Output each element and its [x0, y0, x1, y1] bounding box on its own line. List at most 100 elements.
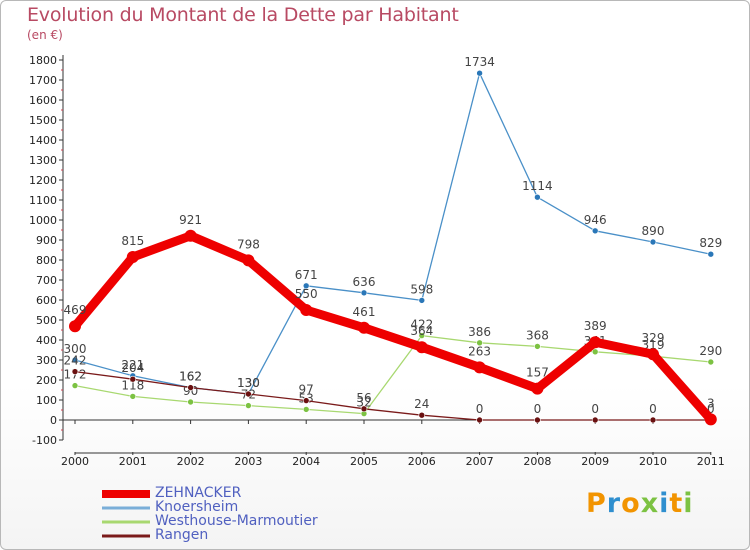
logo-letter: P — [586, 488, 607, 519]
y-tick-label: 1000 — [29, 214, 57, 227]
series-line — [74, 370, 712, 421]
data-label: 815 — [121, 234, 144, 248]
data-point — [71, 382, 79, 389]
data-point — [184, 229, 197, 242]
legend: ZEHNACKER Knoersheim Westhouse-Marmoutie… — [100, 485, 420, 543]
logo-letter: x — [640, 488, 660, 519]
series-westhouse-marmoutier: 17211890725332422386368341319290 — [64, 318, 722, 417]
y-tick-label: 1200 — [29, 174, 57, 187]
y-tick-label: 500 — [36, 314, 57, 327]
data-point — [534, 343, 541, 350]
data-label: 598 — [410, 282, 433, 296]
data-point — [187, 398, 194, 406]
series-zehnacker: 469 815 921 798 550 461 364 263 157 389 329 3 — [64, 213, 717, 426]
chart-title: Evolution du Montant de la Dette par Hab… — [27, 4, 459, 26]
data-label: 890 — [642, 224, 665, 238]
data-point — [71, 368, 79, 375]
logo-letter: o — [621, 488, 641, 519]
data-point — [242, 254, 255, 267]
data-label: 1114 — [522, 179, 553, 193]
data-label: 24 — [414, 397, 429, 411]
y-tick-label: 300 — [36, 354, 57, 367]
logo-letter: i — [683, 488, 694, 519]
y-tick-label: 800 — [36, 254, 57, 267]
x-tick-label: 2011 — [697, 455, 725, 468]
data-label: 469 — [64, 303, 87, 317]
data-label: 130 — [237, 376, 260, 390]
data-point — [647, 348, 659, 361]
data-label: 130 — [237, 376, 260, 390]
data-point — [534, 416, 541, 424]
legend-item-knoersheim: Knoersheim — [100, 499, 420, 515]
data-label: 221 — [121, 358, 144, 372]
data-point — [302, 406, 310, 413]
legend-label: Westhouse-Marmoutier — [155, 513, 318, 529]
data-point — [534, 193, 541, 201]
y-tick-label: 1600 — [29, 94, 57, 107]
data-point — [245, 390, 252, 398]
data-label: 368 — [526, 328, 549, 342]
legend-label: Knoersheim — [155, 499, 239, 515]
data-point — [300, 304, 313, 316]
data-label: 0 — [534, 402, 542, 416]
x-tick-label: 2005 — [350, 455, 378, 468]
y-tick-label: 1300 — [29, 154, 57, 167]
data-point — [591, 416, 599, 424]
data-label: 329 — [642, 331, 665, 345]
legend-swatch — [102, 490, 150, 498]
series-line — [70, 231, 716, 424]
data-label: 204 — [121, 361, 144, 375]
data-point — [473, 361, 486, 374]
data-point — [69, 320, 81, 333]
x-tick-label: 2004 — [292, 455, 320, 468]
data-label: 389 — [584, 319, 607, 333]
x-tick-label: 2006 — [408, 455, 436, 468]
data-point — [418, 332, 426, 339]
legend-label: ZEHNACKER — [155, 485, 242, 501]
data-label: 97 — [299, 383, 314, 397]
data-point — [302, 397, 310, 404]
data-label: 300 — [64, 342, 87, 356]
y-tick-label: 900 — [36, 234, 57, 247]
legend-item-westhouse-marmoutier: Westhouse-Marmoutier — [100, 513, 420, 529]
data-point — [415, 341, 428, 354]
data-point — [302, 282, 310, 290]
logo-letter: t — [669, 488, 684, 519]
data-point — [704, 413, 717, 426]
y-tick-label: 600 — [36, 294, 57, 307]
data-label: 422 — [410, 318, 433, 332]
data-point — [591, 348, 599, 356]
data-point — [245, 402, 252, 409]
data-label: 829 — [699, 236, 722, 250]
series-line — [74, 334, 712, 415]
data-point — [591, 227, 599, 235]
data-point — [129, 375, 137, 383]
data-label: 364 — [410, 324, 433, 338]
y-tick-label: 100 — [36, 394, 57, 407]
x-tick-label: 2003 — [234, 455, 262, 468]
y-tick-label: 0 — [50, 414, 57, 427]
data-label: 290 — [699, 344, 722, 358]
data-point — [129, 393, 137, 400]
data-label: 1734 — [464, 55, 495, 69]
data-label: 32 — [356, 396, 371, 410]
data-point — [707, 250, 715, 258]
series-rangen: 242 204 162 130 97 56 24 0 0 0 0 0 — [64, 354, 715, 424]
y-tick-label: 1800 — [29, 54, 57, 67]
x-tick-label: 2009 — [581, 455, 609, 468]
data-point — [360, 405, 368, 413]
data-label: 461 — [353, 305, 376, 319]
data-label: 263 — [468, 344, 491, 358]
logo-letter: r — [606, 488, 622, 519]
unit-label: (en €) — [27, 28, 63, 42]
data-label: 0 — [591, 402, 599, 416]
y-tick-label: 1700 — [29, 74, 57, 87]
data-point — [476, 416, 483, 424]
y-tick-label: -100 — [32, 434, 57, 447]
data-label: 386 — [468, 325, 491, 339]
data-label: 56 — [356, 391, 371, 405]
x-tick-label: 2001 — [119, 455, 147, 468]
data-label: 157 — [526, 366, 549, 380]
legend-item-zehnacker: ZEHNACKER — [100, 485, 420, 501]
data-label: 921 — [179, 213, 202, 227]
